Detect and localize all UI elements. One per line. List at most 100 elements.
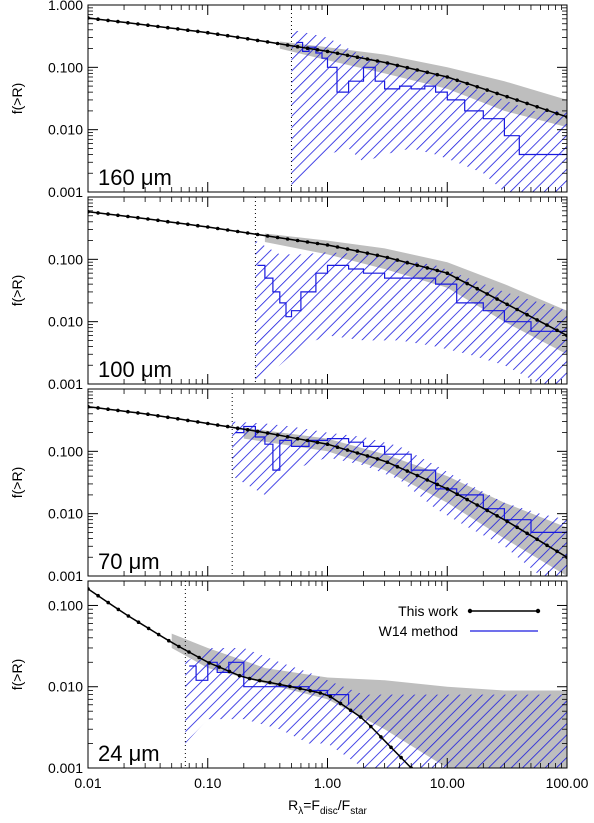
this-work-point — [166, 219, 170, 224]
this-work-point — [197, 655, 201, 660]
panel-frame — [87, 388, 568, 577]
this-work-point — [126, 21, 130, 25]
panel-plot-area — [88, 5, 567, 192]
this-work-point — [126, 214, 130, 219]
x-tick-label: 0.10 — [194, 775, 221, 791]
this-work-point — [555, 328, 559, 333]
this-work-point — [495, 514, 499, 518]
this-work-point — [146, 626, 151, 631]
y-tick-label: 0.010 — [48, 122, 83, 138]
this-work-point — [465, 281, 470, 286]
y-tick-label: 0.010 — [48, 679, 83, 695]
this-work-point — [305, 438, 310, 443]
y-tick-label: 0.100 — [48, 59, 83, 75]
y-axis-label: f(>R) — [9, 83, 25, 115]
this-work-point — [505, 519, 509, 524]
this-work-point — [268, 680, 272, 685]
this-work-point — [196, 420, 200, 424]
this-work-point — [485, 88, 490, 92]
x-tick-label: 100.00 — [546, 775, 589, 791]
x-axis: 0.01 0.10 1.00 10.00 100.00 Rλ=Fdisc/Fstar — [74, 775, 588, 817]
y-tick-label: 0.001 — [48, 568, 83, 584]
panel-wavelength-label: 160 μm — [98, 165, 172, 190]
this-work-point — [136, 215, 140, 220]
this-work-point — [285, 435, 290, 439]
w14-series-line — [189, 661, 350, 705]
this-work-point — [385, 460, 390, 465]
this-work-point — [475, 85, 480, 89]
panel-wavelength-label: 100 μm — [98, 357, 172, 382]
this-work-point — [318, 691, 323, 695]
this-work-point — [535, 105, 539, 109]
this-work-point — [136, 22, 140, 26]
w14-uncertainty-hatch — [291, 29, 567, 192]
legend-swatch-dot — [535, 608, 541, 614]
this-work-point — [186, 222, 190, 227]
this-work-point — [435, 72, 440, 77]
legend-entry-label: This work — [398, 603, 459, 619]
this-work-point — [335, 245, 340, 249]
this-work-point — [225, 424, 230, 429]
legend-entry-label: W14 method — [379, 623, 458, 639]
y-axis-label: f(>R) — [9, 467, 25, 499]
this-work-point — [116, 408, 120, 413]
x-tick-label: 10.00 — [430, 775, 465, 791]
this-work-point — [237, 673, 242, 678]
w14-series-line — [296, 41, 567, 156]
this-work-point — [395, 63, 400, 68]
this-work-point — [176, 221, 180, 225]
this-work-point — [206, 225, 210, 229]
this-work-point — [255, 232, 260, 237]
this-work-point — [505, 302, 509, 307]
panel-wavelength-label: 70 μm — [98, 549, 160, 574]
this-work-point — [176, 417, 180, 421]
y-tick-label: 0.010 — [48, 314, 83, 330]
this-work-point — [515, 307, 519, 312]
this-work-point — [385, 255, 390, 260]
this-work-point — [415, 263, 420, 268]
panel-3: 0.001 0.010 0.100 f(>R) 24 μm — [9, 580, 568, 776]
this-work-point — [166, 415, 170, 420]
this-work-point — [445, 271, 450, 276]
this-work-point — [325, 49, 330, 54]
this-work-point — [106, 407, 110, 412]
this-work-point — [215, 423, 220, 427]
this-work-point — [245, 428, 250, 432]
y-tick-label: 0.100 — [48, 597, 83, 613]
this-work-point — [235, 229, 240, 234]
this-work-point — [345, 247, 350, 251]
this-work-point — [545, 323, 549, 327]
this-work-point — [375, 59, 380, 63]
this-work-point — [235, 35, 240, 40]
this-work-point — [385, 61, 390, 65]
w14-uncertainty-hatch — [255, 240, 567, 384]
this-work-point — [525, 101, 529, 106]
this-work-point — [405, 469, 410, 473]
this-work-point — [405, 65, 410, 70]
this-work-point — [146, 23, 150, 28]
this-work-point — [106, 18, 110, 23]
this-work-point — [315, 440, 320, 445]
y-axis-label: f(>R) — [9, 659, 25, 691]
this-work-point — [485, 292, 490, 296]
this-work-point — [235, 426, 240, 431]
this-work-point — [475, 286, 480, 291]
this-work-point — [146, 217, 150, 221]
this-work-point — [335, 51, 340, 56]
legend: This work W14 method — [379, 603, 541, 639]
this-work-point — [369, 724, 373, 729]
this-work-point — [415, 68, 420, 72]
this-work-point — [295, 44, 300, 49]
x-tick-label: 1.00 — [314, 775, 341, 791]
y-tick-label: 0.100 — [48, 251, 83, 267]
panel-1: 0.001 0.010 0.100 f(>R) 100 μm — [9, 196, 568, 392]
this-work-point — [96, 17, 100, 22]
this-work-point — [275, 433, 280, 437]
this-work-point — [146, 412, 150, 417]
w14-uncertainty-hatch — [232, 421, 567, 576]
legend-swatch-dot — [467, 608, 473, 614]
this-work-point — [186, 418, 190, 423]
this-work-point — [225, 228, 230, 232]
this-work-point — [156, 632, 161, 637]
this-work-point — [96, 211, 100, 215]
